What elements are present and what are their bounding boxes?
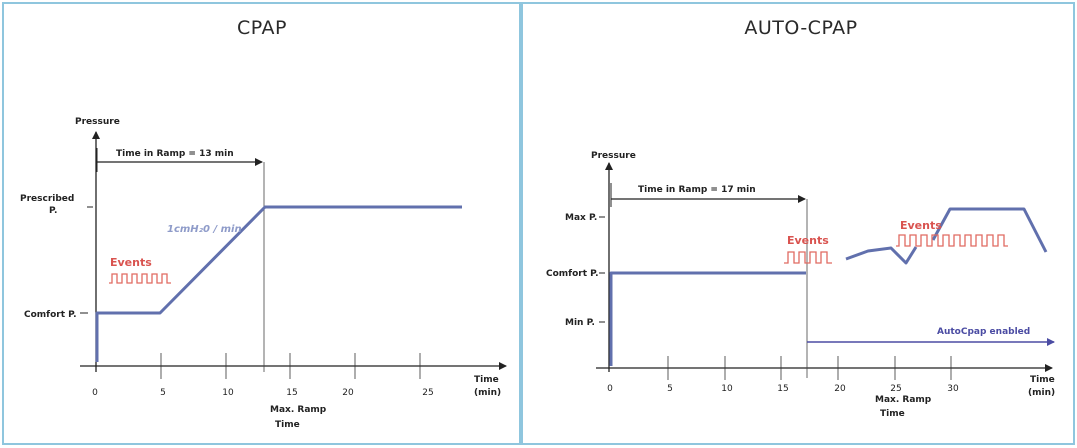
cpap-x-axis-label-line2: (min) <box>474 388 501 398</box>
auto-x-tick-25: 25 <box>890 384 901 394</box>
auto-x-tick-5: 5 <box>667 384 673 394</box>
auto-comfort-label: Comfort P. <box>546 269 599 279</box>
auto-x-tick-15: 15 <box>777 384 788 394</box>
auto-events-wave-2 <box>896 234 1008 247</box>
cpap-x-axis-label-line1: Time <box>474 375 499 385</box>
cpap-x-tick-0: 0 <box>92 388 98 398</box>
auto-cpap-enabled-label: AutoCpap enabled <box>937 327 1030 337</box>
auto-pressure-curve-segment <box>845 246 918 265</box>
auto-cpap-panel-border <box>521 2 1075 445</box>
auto-x-tick-10: 10 <box>721 384 733 394</box>
auto-x-gridlines <box>667 356 952 380</box>
cpap-max-ramp-label-line1: Max. Ramp <box>270 405 327 415</box>
cpap-comfort-label: Comfort P. <box>24 310 77 320</box>
cpap-slope-label: 1cmH₂0 / min <box>167 224 242 235</box>
auto-ramp-label: Time in Ramp = 17 min <box>638 185 756 195</box>
auto-x-axis-label-line1: Time <box>1030 375 1055 385</box>
auto-max-ramp-label-line1: Max. Ramp <box>875 395 932 405</box>
cpap-events-wave <box>109 273 171 284</box>
cpap-panel-border <box>2 2 521 445</box>
auto-cpap-panel: AUTO-CPAP Pressure Max P. Comfort P. Min… <box>521 2 1075 445</box>
cpap-prescribed-label-line2: P. <box>49 206 57 216</box>
cpap-x-tick-5: 5 <box>160 388 166 398</box>
cpap-events-label: Events <box>110 256 152 269</box>
cpap-x-tick-10: 10 <box>222 388 234 398</box>
auto-min-label: Min P. <box>565 318 595 328</box>
auto-pressure-curve-ramp <box>609 271 806 366</box>
auto-x-tick-0: 0 <box>607 384 613 394</box>
cpap-prescribed-label-line1: Prescribed <box>20 194 74 204</box>
auto-events-wave-1 <box>784 251 832 264</box>
cpap-pressure-curve <box>95 205 462 362</box>
auto-y-axis-label: Pressure <box>591 151 636 161</box>
auto-x-axis-label-line2: (min) <box>1028 388 1055 398</box>
cpap-x-tick-20: 20 <box>342 388 354 398</box>
cpap-x-tick-25: 25 <box>422 388 433 398</box>
auto-max-label: Max P. <box>565 213 597 223</box>
cpap-max-ramp-label-line2: Time <box>275 420 300 430</box>
auto-x-tick-30: 30 <box>947 384 959 394</box>
cpap-x-tick-15: 15 <box>286 388 297 398</box>
auto-max-ramp-label-line2: Time <box>880 409 905 419</box>
cpap-title: CPAP <box>237 17 287 39</box>
auto-x-tick-20: 20 <box>834 384 846 394</box>
auto-events-label-1: Events <box>787 234 829 247</box>
cpap-ramp-label: Time in Ramp = 13 min <box>116 149 234 159</box>
cpap-x-gridlines <box>160 353 421 379</box>
auto-pressure-curve-max <box>931 207 1048 253</box>
auto-cpap-title: AUTO-CPAP <box>744 17 857 39</box>
auto-events-label-2: Events <box>900 219 942 232</box>
cpap-panel: CPAP Pressure Prescribed P. Comfort P. T… <box>2 2 521 445</box>
cpap-y-axis-label: Pressure <box>75 117 120 127</box>
